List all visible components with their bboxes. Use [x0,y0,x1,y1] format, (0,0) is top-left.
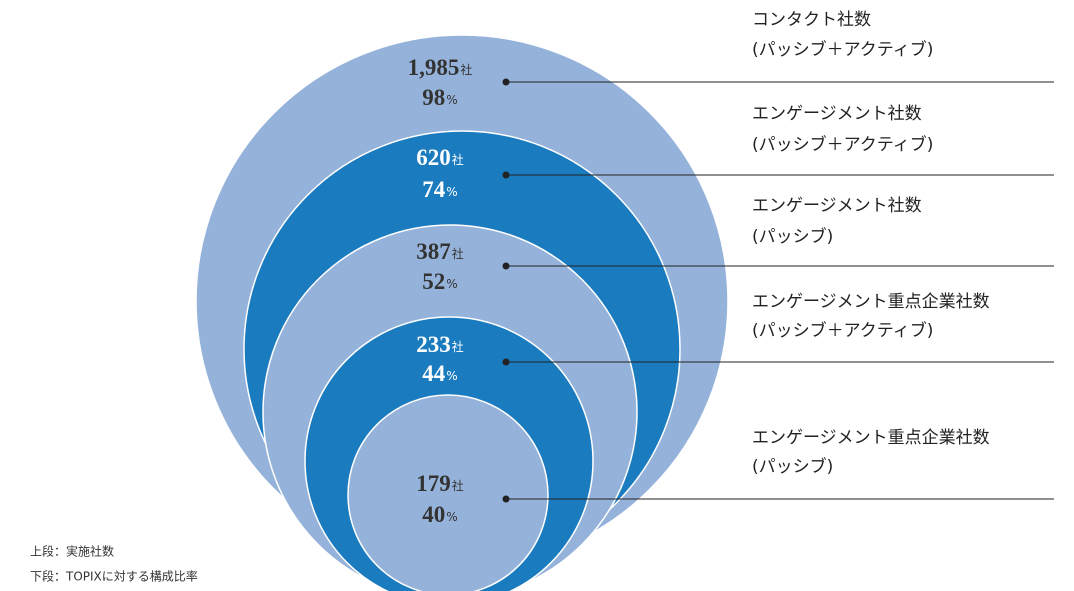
count-value: 233 [416,332,451,357]
count-label: 1,985社 [408,55,473,80]
count-value: 387 [416,239,451,264]
count-label: 233社 [416,332,464,357]
category-label: エンゲージメント社数 [752,104,922,124]
category-label: エンゲージメント社数 [752,196,922,216]
count-label: 620社 [416,145,464,170]
percent-unit: % [446,510,457,524]
count-unit: 社 [452,152,464,167]
percent-unit: % [446,277,457,291]
category-label: エンゲージメント重点企業社数 [752,428,990,448]
category-label: (パッシブ) [752,226,833,247]
percent-unit: % [446,369,457,383]
count-value: 179 [416,471,451,496]
percent-label: 44% [422,361,457,386]
percent-value: 98 [422,85,445,110]
category-label: (パッシブ) [752,456,833,477]
leader-dot [502,495,510,503]
leader-dot [502,78,510,86]
count-label: 387社 [416,239,464,264]
category-label: (パッシブ＋アクティブ) [752,134,933,155]
percent-label: 74% [422,177,457,202]
percent-value: 52 [422,269,445,294]
leader-dot [502,358,510,366]
percent-label: 52% [422,269,457,294]
note: 上段：実施社数 [30,544,114,559]
ring [347,394,549,591]
category-label: (パッシブ＋アクティブ) [752,320,933,341]
percent-label: 98% [422,85,457,110]
percent-value: 74 [422,177,446,202]
percent-unit: % [446,93,457,107]
leader-dot [502,171,510,179]
count-value: 620 [416,145,451,170]
category-label: コンタクト社数 [752,10,871,30]
percent-value: 44 [422,361,446,386]
count-unit: 社 [452,246,464,261]
percent-value: 40 [422,502,445,527]
percent-unit: % [446,185,457,199]
count-label: 179社 [416,471,464,496]
category-label: (パッシブ＋アクティブ) [752,39,933,60]
count-value: 1,985 [408,55,460,80]
note: 下段：TOPIXに対する構成比率 [30,569,198,584]
count-unit: 社 [452,339,464,354]
leader-dot [502,262,510,270]
count-unit: 社 [460,62,472,77]
percent-label: 40% [422,502,457,527]
count-unit: 社 [452,478,464,493]
category-label: エンゲージメント重点企業社数 [752,292,990,312]
